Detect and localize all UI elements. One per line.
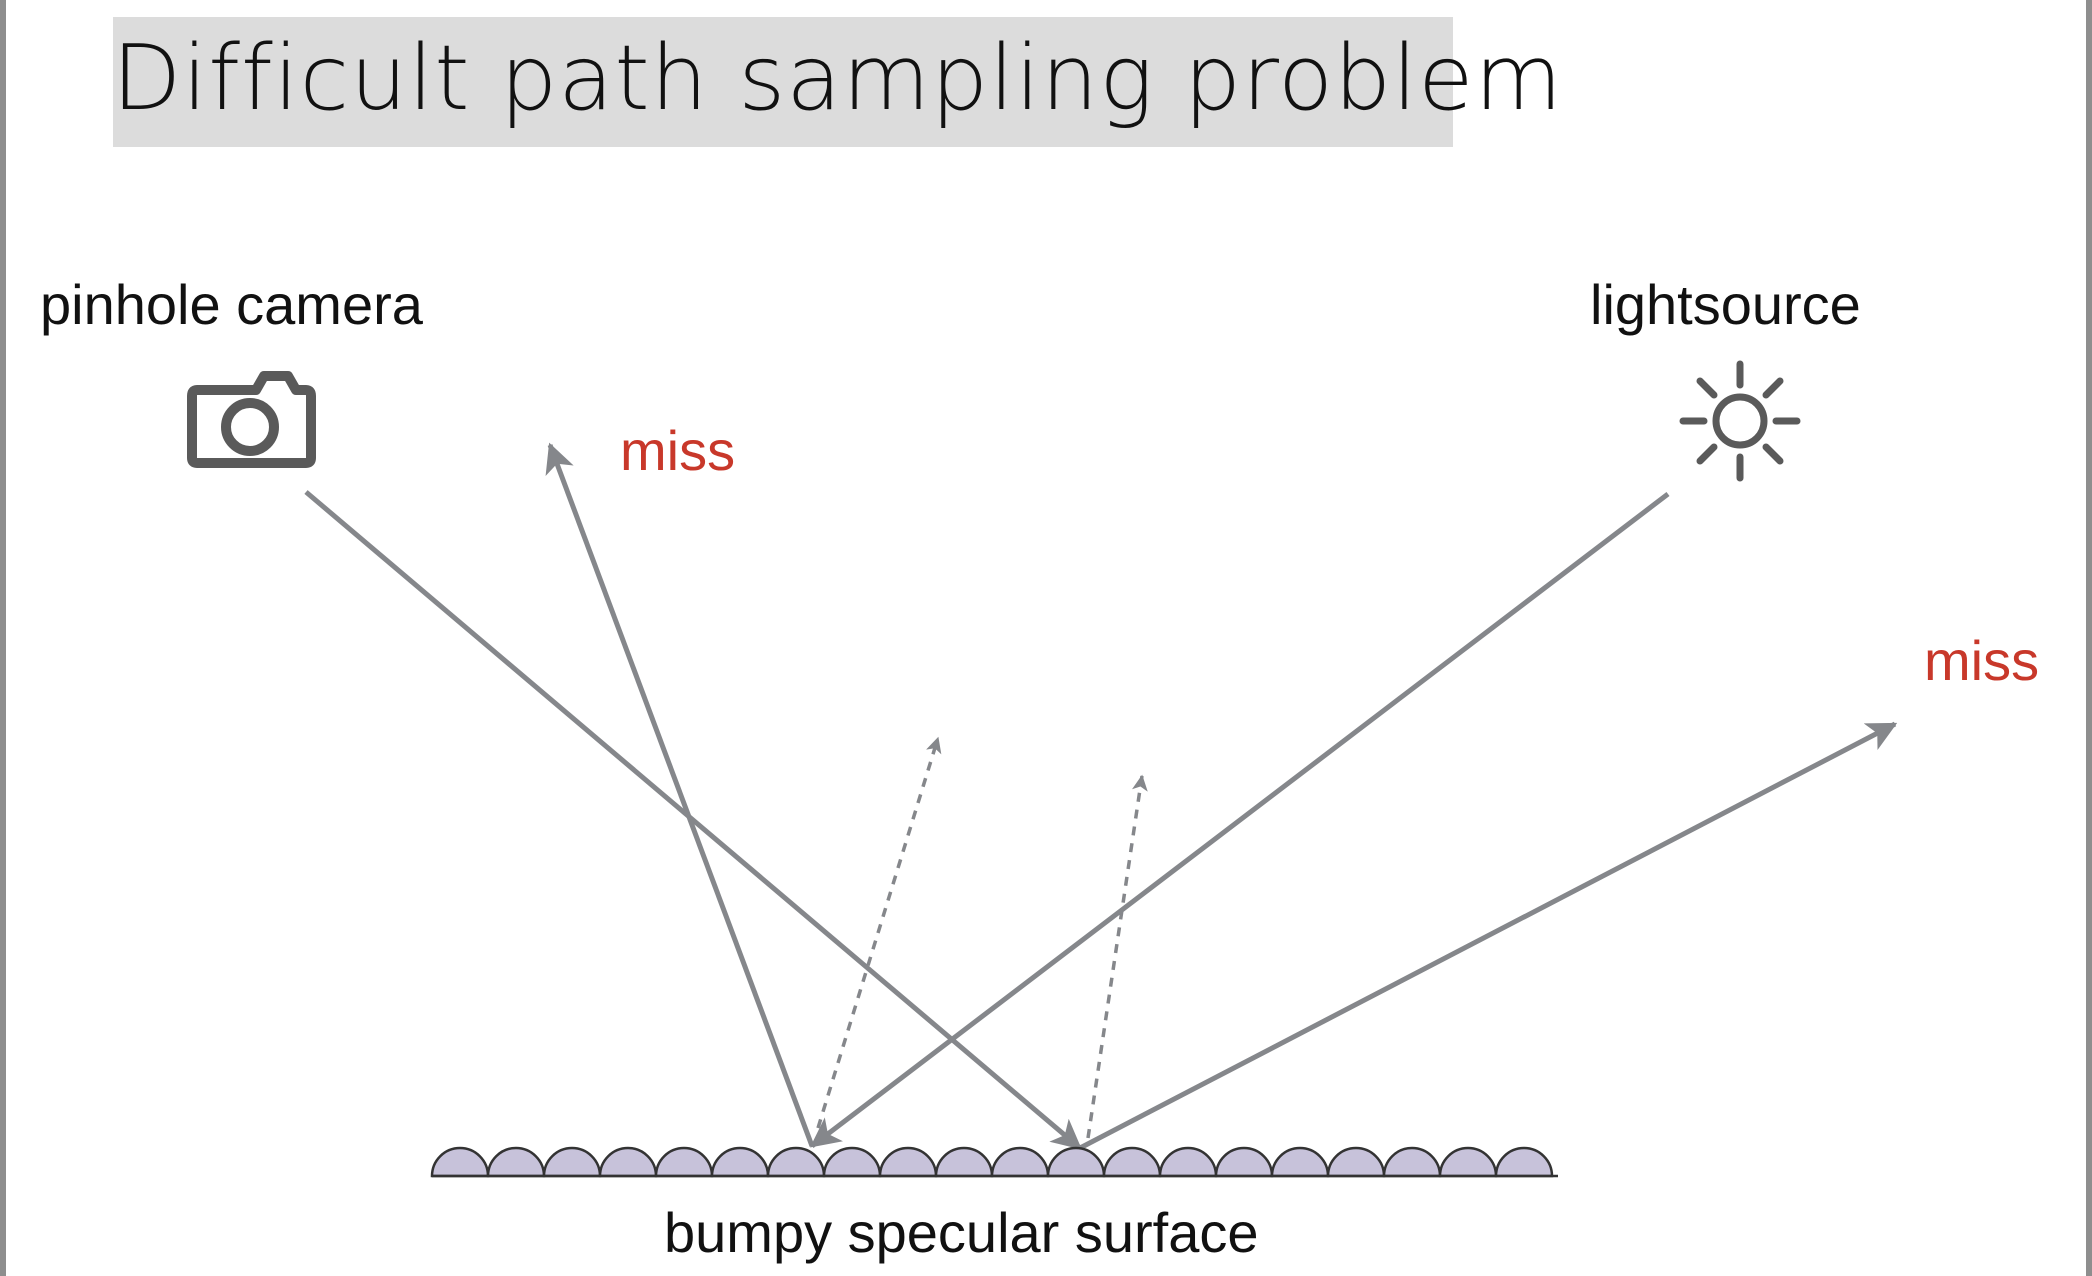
miss-ray-left: [545, 442, 815, 1147]
surface-label: bumpy specular surface: [664, 1201, 1259, 1264]
camera-ray: [304, 490, 1082, 1150]
bumpy-surface: [430, 1146, 1558, 1178]
page-title: Difficult path sampling problem: [112, 26, 1564, 131]
left-border: [0, 0, 6, 1276]
light-ray: [810, 492, 1670, 1148]
camera-label: pinhole camera: [40, 273, 423, 336]
miss-ray-right: [1078, 721, 1898, 1151]
miss-label-right: miss: [1924, 629, 2040, 692]
title-background: [113, 17, 1453, 147]
light-label: lightsource: [1590, 273, 1861, 336]
miss-label-left: miss: [620, 419, 736, 482]
camera-icon: [187, 371, 316, 468]
right-border: [2086, 0, 2092, 1276]
dashed-ray-left: [816, 736, 942, 1129]
dashed-ray-right: [1086, 774, 1148, 1139]
sun-icon: [1679, 360, 1801, 482]
